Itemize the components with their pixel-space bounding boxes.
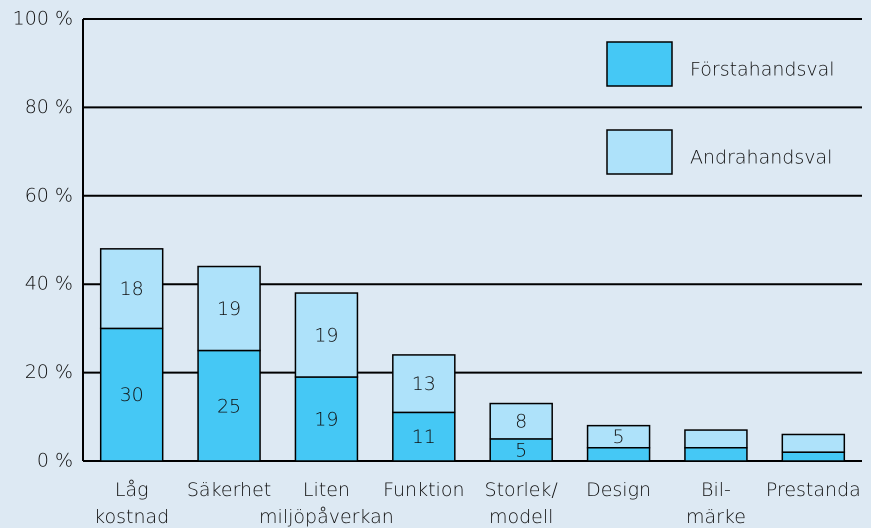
bar-segment xyxy=(781,451,846,462)
bar-segment xyxy=(392,354,456,414)
data-label: 5 xyxy=(515,439,527,461)
bar-segment xyxy=(197,265,261,352)
data-label: 8 xyxy=(515,411,527,433)
data-label: 19 xyxy=(314,409,338,431)
legend-label: Andrahandsval xyxy=(690,147,832,169)
data-label: 13 xyxy=(412,373,436,395)
legend-swatch xyxy=(606,41,673,87)
y-tick-label: 20 % xyxy=(25,361,73,383)
bar-segment xyxy=(294,376,359,462)
data-label: 11 xyxy=(412,426,436,448)
bar-segment xyxy=(197,349,261,462)
x-tick-label: Låg kostnad xyxy=(94,479,169,528)
x-tick-label: Storlek/modell xyxy=(485,479,559,528)
bar-segment xyxy=(586,424,651,449)
x-tick-label: Bil-märke xyxy=(686,479,746,528)
bar-segment xyxy=(99,327,164,462)
bar-segment xyxy=(489,402,553,440)
bar-segment xyxy=(586,446,651,462)
data-label: 19 xyxy=(217,298,241,320)
y-tick-label: 40 % xyxy=(25,273,73,295)
y-tick-label: 80 % xyxy=(25,96,73,118)
x-tick-label: Funktion xyxy=(383,479,464,501)
data-label: 5 xyxy=(613,426,625,448)
bar-segment xyxy=(684,446,748,462)
legend-swatch xyxy=(606,129,673,175)
bar-segment xyxy=(684,429,748,449)
data-label: 19 xyxy=(314,325,338,347)
x-tick-label: Liten miljöpåverkan xyxy=(259,479,394,528)
y-tick-label: 60 % xyxy=(25,184,73,206)
data-label: 18 xyxy=(120,278,144,300)
bar-segment xyxy=(781,433,846,453)
y-tick-label: 0 % xyxy=(37,450,73,472)
bar-segment xyxy=(294,292,359,378)
x-tick-label: Design xyxy=(586,479,651,501)
y-tick-label: 100 % xyxy=(13,8,73,30)
x-tick-label: Prestanda xyxy=(766,479,861,501)
bar-segment xyxy=(392,411,456,462)
data-label: 30 xyxy=(120,384,144,406)
bar-segment xyxy=(99,248,164,330)
data-label: 25 xyxy=(217,395,241,417)
legend-label: Förstahandsval xyxy=(690,59,835,81)
x-tick-label: Säkerhet xyxy=(187,479,271,501)
